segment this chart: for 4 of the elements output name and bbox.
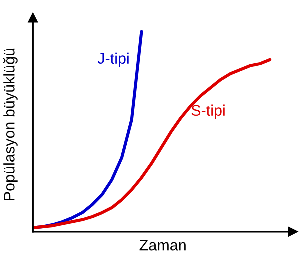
series-label: J-tipi: [98, 52, 129, 68]
series-label: S-tipi: [192, 104, 225, 120]
x-axis-title: Zaman: [140, 240, 186, 251]
y-axis-title: Popülasyon büyüklüğü: [3, 48, 18, 200]
